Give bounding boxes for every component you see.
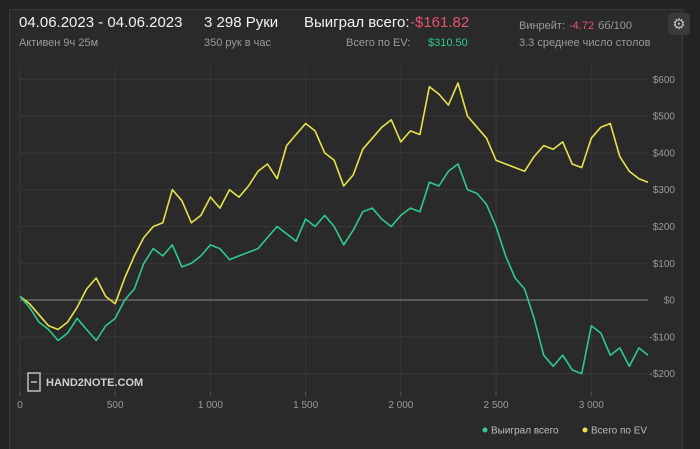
date-range[interactable]: 04.06.2023 - 04.06.2023 bbox=[19, 14, 183, 31]
y-tick-label: $400 bbox=[653, 148, 676, 159]
x-tick-label: 1 000 bbox=[198, 400, 223, 411]
y-tick-label: $200 bbox=[653, 222, 676, 233]
legend-label: Выиграл всего bbox=[491, 426, 559, 437]
legend-marker bbox=[482, 427, 488, 433]
ev-total-label: Всего по EV: bbox=[346, 37, 411, 49]
gear-icon[interactable]: ⚙ bbox=[668, 13, 690, 35]
x-tick-label: 2 500 bbox=[484, 400, 509, 411]
y-tick-label: -$200 bbox=[649, 369, 675, 380]
avg-tables: 3.3 среднее число столов bbox=[519, 37, 651, 49]
won-total-line bbox=[19, 163, 649, 375]
winrate-base: бб/100 bbox=[598, 20, 633, 32]
hands-per-hour: 350 рук в час bbox=[204, 37, 272, 49]
y-tick-label: $0 bbox=[664, 296, 676, 307]
stats-header: 04.06.2023 - 04.06.2023 Активен 9ч 25м 3… bbox=[0, 0, 700, 60]
x-tick-label: 1 500 bbox=[293, 400, 318, 411]
watermark-text: HAND2NOTE.COM bbox=[46, 377, 143, 389]
y-tick-label: $300 bbox=[653, 185, 676, 196]
winrate-label: Винрейт: bbox=[519, 20, 566, 32]
ev-total-line bbox=[19, 82, 649, 331]
hands-count: 3 298 Руки bbox=[204, 14, 279, 31]
won-total-label: Выиграл всего: bbox=[304, 14, 410, 31]
chart-panel bbox=[9, 9, 683, 449]
y-tick-label: $600 bbox=[653, 75, 676, 86]
y-tick-label: -$100 bbox=[649, 332, 675, 343]
x-tick-label: 2 000 bbox=[388, 400, 413, 411]
legend-marker bbox=[582, 427, 588, 433]
y-tick-label: $100 bbox=[653, 259, 676, 270]
legend-label: Всего по EV bbox=[591, 426, 647, 437]
x-tick-label: 3 000 bbox=[579, 400, 604, 411]
x-tick-label: 500 bbox=[107, 400, 124, 411]
y-tick-label: $500 bbox=[653, 112, 676, 123]
ev-total-value: $310.50 bbox=[428, 37, 468, 49]
won-total-value: -$161.82 bbox=[410, 14, 470, 31]
winrate-value: -4.72 bbox=[569, 20, 595, 32]
hand2note-logo-icon bbox=[27, 372, 41, 392]
x-tick-label: 0 bbox=[17, 400, 23, 411]
active-time: Активен 9ч 25м bbox=[19, 37, 99, 49]
